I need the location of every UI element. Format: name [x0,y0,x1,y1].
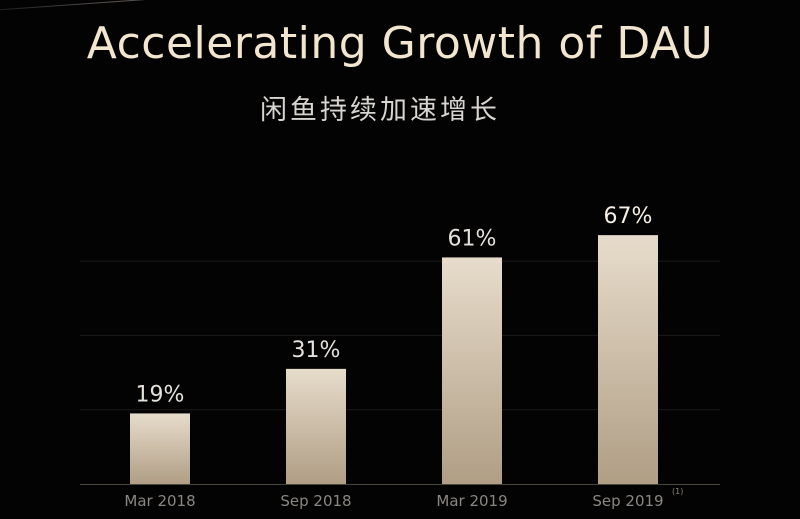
bar [598,235,658,484]
x-tick-label: Sep 2018 [280,492,351,510]
x-tick-label: Mar 2018 [124,492,195,510]
data-label: 31% [292,338,341,363]
bar [130,413,190,484]
x-tick-label: Sep 2019 [592,492,663,510]
bar-layer [130,235,658,484]
data-label: 67% [604,204,653,229]
data-label: 61% [448,226,497,251]
chart-subtitle: 闲鱼持续加速增长 [260,95,500,126]
chart-title: Accelerating Growth of DAU [86,18,714,69]
bar [442,257,502,484]
x-tick-label: Mar 2019 [436,492,507,510]
bar [286,368,346,484]
label-layer: 19% Mar 2018 31% Sep 2018 61% Mar 2019 67% Sep … [124,204,683,510]
footnote-marker: (1) [672,487,683,496]
data-label: 19% [136,382,185,407]
